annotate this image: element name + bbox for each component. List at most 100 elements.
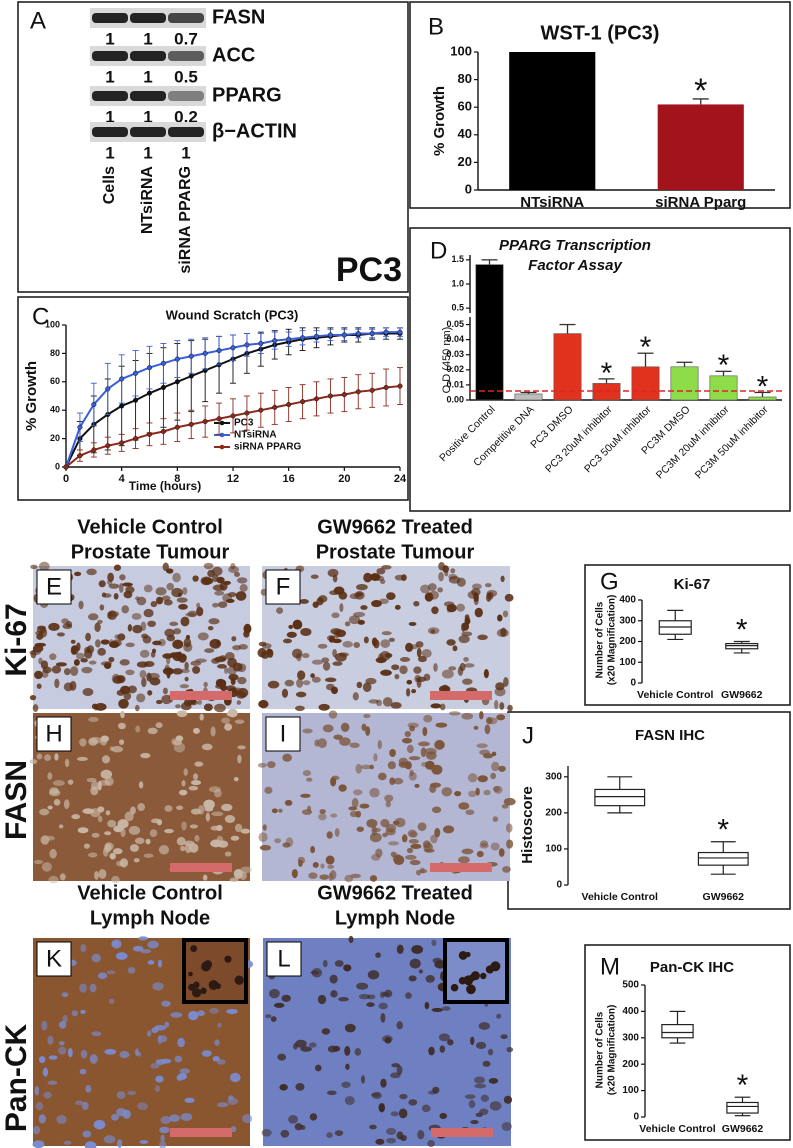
cell (182, 587, 188, 595)
cell (188, 785, 199, 791)
data-point (300, 335, 306, 341)
cell (94, 622, 101, 633)
cell (176, 805, 184, 811)
cell (475, 1041, 487, 1050)
cell (258, 832, 268, 843)
cell (318, 703, 330, 711)
cell (184, 676, 189, 682)
cell (172, 639, 184, 650)
cell (125, 642, 135, 648)
cell (494, 699, 499, 710)
cell (366, 994, 376, 1000)
data-point (369, 330, 375, 337)
lane-label: siRNA PPARG (177, 166, 194, 274)
cell (356, 583, 368, 591)
cell (157, 959, 163, 968)
y-tick-label: 0.05 (446, 319, 464, 329)
letter-box (36, 941, 72, 977)
cell (420, 584, 431, 594)
data-point (272, 338, 278, 344)
cell (423, 673, 431, 682)
cell (367, 970, 380, 980)
cell (164, 805, 173, 812)
cell (388, 637, 395, 643)
cell (227, 1097, 238, 1105)
cell (117, 633, 126, 641)
cell (183, 768, 188, 776)
panel-letter: A (30, 7, 46, 34)
cell (492, 785, 501, 793)
y-tick-label: 20 (50, 433, 60, 443)
cell (32, 704, 39, 712)
cell (368, 699, 379, 704)
cell (77, 827, 89, 834)
cell (471, 583, 482, 590)
cell (217, 1022, 222, 1028)
cell (386, 1137, 397, 1144)
y-tick-label: 1.5 (451, 254, 464, 264)
y-tick-label: 0.5 (451, 303, 464, 313)
cell (100, 639, 110, 645)
cell (463, 975, 474, 986)
cell (67, 1048, 73, 1058)
cell (119, 1050, 130, 1059)
data-point (146, 365, 153, 371)
panel-letter: M (600, 953, 620, 980)
data-point (188, 421, 194, 427)
cell (339, 737, 351, 746)
cell (454, 791, 462, 797)
data-point (160, 360, 166, 366)
cell (111, 939, 122, 949)
cell (358, 993, 371, 1000)
cell (155, 722, 163, 729)
cell (340, 722, 350, 733)
cell (276, 607, 284, 615)
cell (176, 1074, 183, 1081)
data-point (105, 443, 111, 449)
cell (417, 656, 427, 663)
cell (327, 1045, 338, 1053)
cell (378, 772, 387, 781)
cell (362, 682, 372, 693)
cell (169, 621, 179, 627)
cell (161, 1000, 171, 1007)
cell (181, 668, 190, 674)
cell (345, 1063, 350, 1070)
cell (90, 736, 102, 744)
cell (394, 604, 401, 610)
cell (262, 824, 267, 831)
cell (428, 590, 439, 600)
cell (349, 810, 359, 818)
data-point (313, 333, 320, 339)
cell (356, 826, 364, 832)
y-tick-label: 100 (619, 657, 636, 668)
cell (506, 839, 514, 849)
cell (302, 769, 312, 777)
cell (261, 1129, 272, 1137)
legend-marker (219, 432, 225, 438)
cell (196, 602, 201, 609)
cell (111, 875, 120, 884)
cell (502, 866, 511, 873)
cell (317, 643, 328, 649)
data-point (341, 332, 347, 338)
cell (390, 1111, 399, 1117)
bar (553, 333, 582, 401)
data-point (230, 413, 236, 419)
cell (173, 742, 186, 753)
cell (324, 677, 337, 683)
cell (204, 806, 214, 812)
cell (344, 1045, 351, 1056)
cell (80, 944, 87, 953)
data-point (355, 389, 361, 395)
cell (209, 1007, 219, 1014)
data-point (202, 419, 208, 425)
cell (89, 983, 97, 993)
blot-ratio: 0.5 (174, 67, 198, 86)
y-tick-label: 500 (622, 980, 639, 991)
cell (407, 722, 419, 729)
cell (328, 710, 338, 719)
cell (286, 631, 297, 638)
cell (329, 870, 337, 880)
cell (149, 677, 161, 686)
